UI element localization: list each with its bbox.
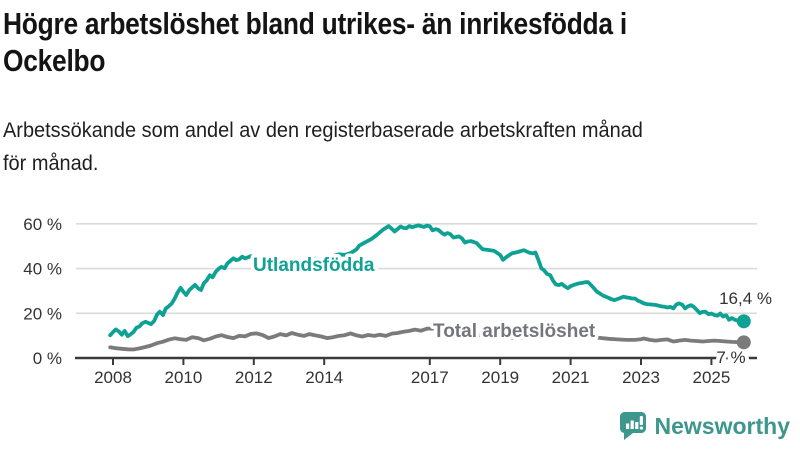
series-line-total <box>108 326 746 352</box>
y-tick-label: 60 % <box>23 215 62 234</box>
subtitle-line-1: Arbetssökande som andel av den registerb… <box>3 119 643 142</box>
x-tick-label: 2010 <box>164 368 202 387</box>
x-tick-label: 2008 <box>94 368 132 387</box>
series-line-utlandsfodda <box>108 223 746 339</box>
series-label: Total arbetslöshet <box>433 321 596 342</box>
y-tick-label: 40 % <box>23 260 62 279</box>
series-end-dot <box>736 335 751 350</box>
chart-svg: 0 % 20 % 40 % 60 % 2008 2010 2012 2014 2017 2019 2… <box>23 215 772 387</box>
x-tick-label: 2025 <box>692 368 730 387</box>
end-value-label: 16,4 % <box>719 289 772 308</box>
subtitle-line-2: för månad. <box>3 152 99 175</box>
x-tick-label: 2012 <box>235 368 273 387</box>
page-subtitle: Arbetssökande som andel av den registerb… <box>3 114 677 180</box>
title-line-2: Ockelbo <box>3 43 106 78</box>
x-tick-label: 2023 <box>622 368 660 387</box>
series-label: Utlandsfödda <box>253 255 375 276</box>
series-end-dot <box>736 314 751 329</box>
x-tick-label: 2019 <box>481 368 519 387</box>
x-tick-label: 2017 <box>411 368 449 387</box>
x-tick-label: 2014 <box>305 368 343 387</box>
newsworthy-logo-icon <box>619 412 646 440</box>
newsworthy-logo-text: Newsworthy <box>654 412 790 439</box>
unemployment-line-chart: 0 % 20 % 40 % 60 % 2008 2010 2012 2014 2017 2019 2… <box>0 195 800 405</box>
title-line-1: Högre arbetslöshet bland utrikes- än inr… <box>3 6 627 41</box>
y-tick-label: 20 % <box>23 304 62 323</box>
y-tick-label: 0 % <box>33 349 62 368</box>
end-value-label: 7 % <box>716 348 745 367</box>
x-tick-label: 2021 <box>552 368 590 387</box>
newsworthy-logo: Newsworthy <box>619 411 790 441</box>
page-title: Högre arbetslöshet bland utrikes- än inr… <box>3 5 737 79</box>
